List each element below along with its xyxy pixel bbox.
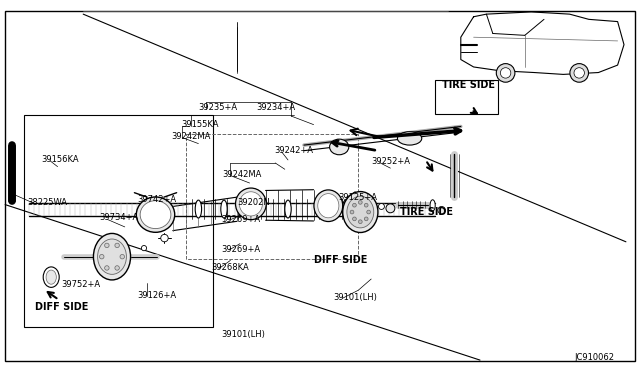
Ellipse shape — [195, 200, 202, 218]
Text: TIRE SIDE: TIRE SIDE — [442, 80, 495, 90]
Circle shape — [364, 217, 368, 221]
Circle shape — [115, 243, 119, 248]
Text: JC910062: JC910062 — [575, 353, 614, 362]
Circle shape — [378, 203, 385, 209]
Text: 39156KA: 39156KA — [42, 155, 79, 164]
Text: 39242MA: 39242MA — [172, 132, 211, 141]
Text: 39269+A: 39269+A — [221, 245, 260, 254]
Text: 39742+A: 39742+A — [138, 195, 177, 203]
Ellipse shape — [285, 200, 291, 218]
Circle shape — [364, 203, 368, 207]
Ellipse shape — [314, 190, 343, 221]
Circle shape — [115, 266, 119, 270]
Circle shape — [574, 68, 584, 78]
Bar — [24, 115, 213, 327]
Circle shape — [358, 220, 362, 224]
Text: 39235+A: 39235+A — [198, 103, 237, 112]
Circle shape — [105, 266, 109, 270]
Circle shape — [141, 246, 147, 251]
Circle shape — [353, 217, 356, 221]
Ellipse shape — [397, 132, 422, 145]
Ellipse shape — [342, 200, 349, 218]
Ellipse shape — [347, 196, 374, 228]
Text: DIFF SIDE: DIFF SIDE — [35, 302, 88, 312]
Circle shape — [350, 210, 354, 214]
Text: 39268KA: 39268KA — [211, 263, 249, 272]
Ellipse shape — [93, 234, 131, 280]
Text: 39242MA: 39242MA — [223, 170, 262, 179]
Circle shape — [367, 210, 371, 214]
Ellipse shape — [342, 192, 378, 232]
Text: 39752+A: 39752+A — [61, 280, 100, 289]
Circle shape — [386, 204, 395, 213]
Circle shape — [570, 64, 589, 82]
Ellipse shape — [236, 188, 266, 219]
Circle shape — [496, 64, 515, 82]
Text: 39202N: 39202N — [237, 198, 269, 207]
Circle shape — [438, 206, 445, 214]
Text: 39269+A: 39269+A — [221, 215, 260, 224]
Circle shape — [105, 243, 109, 248]
Ellipse shape — [317, 193, 339, 218]
Ellipse shape — [239, 192, 262, 216]
Circle shape — [353, 203, 356, 207]
Ellipse shape — [140, 201, 171, 228]
Text: 39242+A: 39242+A — [274, 146, 313, 155]
Ellipse shape — [44, 267, 60, 287]
Ellipse shape — [330, 139, 349, 155]
Ellipse shape — [136, 197, 175, 232]
Circle shape — [120, 254, 124, 259]
Text: 39101(LH): 39101(LH) — [221, 330, 265, 339]
Ellipse shape — [46, 270, 56, 284]
Ellipse shape — [221, 200, 227, 218]
Text: 38225WA: 38225WA — [27, 198, 67, 207]
Circle shape — [358, 201, 362, 204]
Text: TIRE SIDE: TIRE SIDE — [400, 207, 453, 217]
Text: 39252+A: 39252+A — [371, 157, 410, 166]
Text: 39734+A: 39734+A — [99, 213, 138, 222]
Text: DIFF SIDE: DIFF SIDE — [314, 256, 367, 265]
Ellipse shape — [430, 200, 435, 211]
Text: 39155KA: 39155KA — [182, 120, 220, 129]
Circle shape — [500, 68, 511, 78]
Text: 39126+A: 39126+A — [138, 291, 177, 300]
Bar — [186, 134, 358, 259]
Circle shape — [100, 254, 104, 259]
Text: 39101(LH): 39101(LH) — [333, 293, 377, 302]
Text: 39234+A: 39234+A — [256, 103, 295, 112]
Ellipse shape — [317, 200, 323, 218]
Ellipse shape — [97, 239, 127, 275]
Ellipse shape — [253, 200, 259, 218]
Circle shape — [161, 234, 168, 242]
Bar — [435, 80, 498, 114]
Text: 39125+A: 39125+A — [338, 193, 377, 202]
